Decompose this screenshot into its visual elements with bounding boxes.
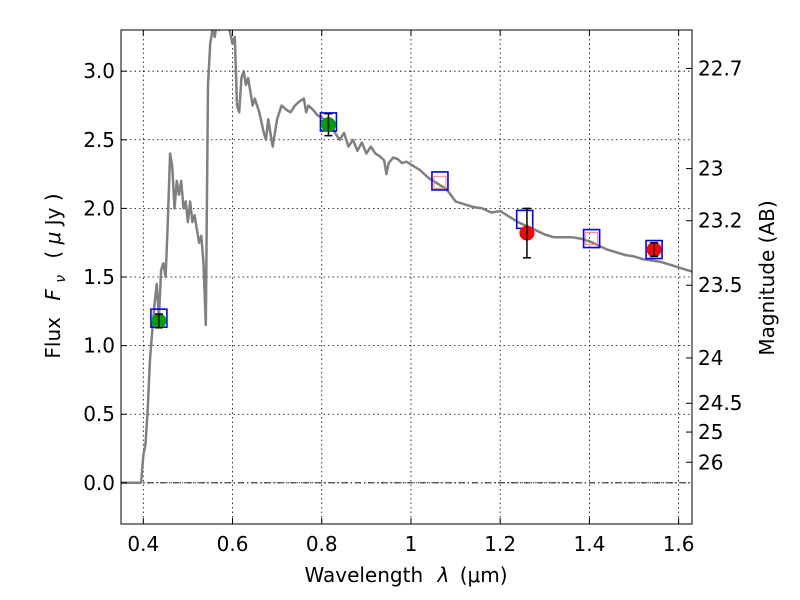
x-tick-label: 0.8 (306, 532, 338, 556)
interp-marker (433, 175, 447, 189)
y-axis-label: Flux F ν ( μ Jy ) (41, 193, 70, 358)
y2-tick-label: 23.2 (698, 209, 743, 233)
y-axis-label-symbol: F (41, 289, 65, 301)
y-tick-label: 0.5 (83, 402, 115, 426)
x-axis-label-symbol: λ (437, 563, 450, 587)
marker-layer (150, 112, 663, 329)
y2-tick-label: 24 (698, 346, 723, 370)
y2-tick-label: 22.7 (698, 56, 743, 80)
model-box-marker (431, 171, 449, 191)
model-box-marker (582, 228, 601, 249)
y2-tick-label: 25 (698, 420, 723, 444)
y-axis-label-unit-mu: μ (41, 232, 65, 246)
y-tick-label: 1.5 (83, 265, 115, 289)
y-axis-label-unit-close: Jy ) (41, 193, 65, 227)
y-tick-label: 1.0 (83, 334, 115, 358)
y-axis-label-text: Flux (41, 317, 65, 359)
x-tick-label: 1.2 (484, 532, 516, 556)
x-axis-label: Wavelength λ (μm) (304, 563, 507, 587)
model-box-marker (645, 239, 663, 260)
y-axis-label-unit-open: ( (41, 244, 65, 258)
x-axis-label-text: Wavelength (304, 563, 423, 587)
y2-axis-label: Magnitude (AB) (755, 200, 779, 355)
tick-labels: 0.4 0.6 0.8 1 1.2 1.4 1.6 0.0 0.5 1.0 1.5 2.0 2.5 3.0… (83, 56, 742, 556)
series-layer (121, 30, 692, 485)
y2-tick-label: 26 (698, 450, 723, 474)
x-tick-label: 1.6 (663, 532, 695, 556)
x-tick-label: 1 (405, 532, 418, 556)
y-axis-label-subscript: ν (53, 275, 69, 283)
spectrum-line (121, 30, 692, 485)
y2-tick-label: 24.5 (698, 391, 743, 415)
x-tick-label: 0.4 (127, 532, 159, 556)
y-tick-label: 2.0 (83, 196, 115, 220)
y-tick-label: 3.0 (83, 59, 115, 83)
tick-marks (121, 30, 692, 524)
y-tick-label: 0.0 (83, 471, 115, 495)
y2-tick-label: 23 (698, 157, 723, 181)
interp-marker (585, 232, 599, 246)
x-axis-label-unit: (μm) (460, 563, 508, 587)
x-tick-label: 1.4 (573, 532, 605, 556)
y-tick-label: 2.5 (83, 128, 115, 152)
x-tick-label: 0.6 (217, 532, 249, 556)
y2-tick-label: 23.5 (698, 273, 743, 297)
